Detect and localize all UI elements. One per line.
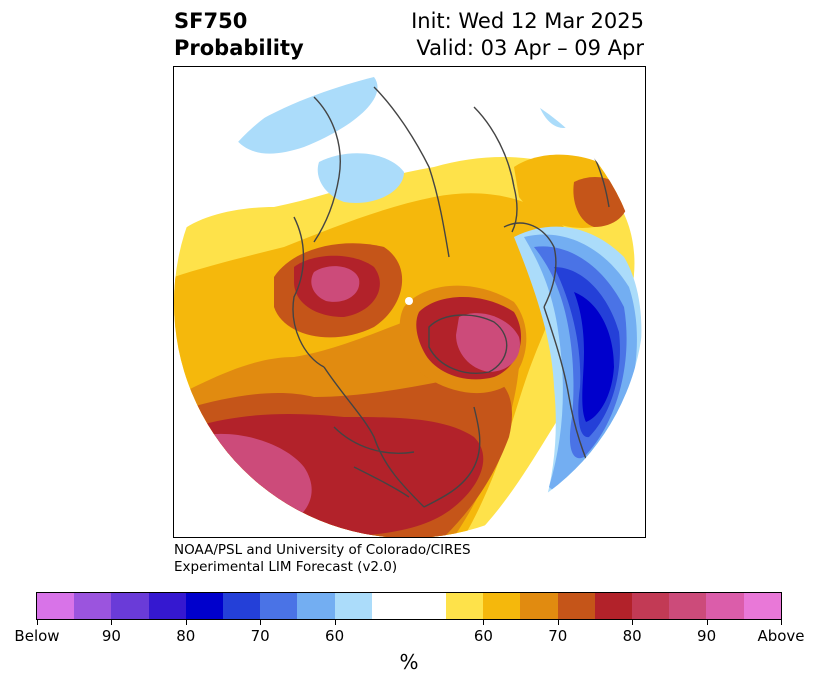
colorbar-tick-label: Above: [757, 627, 805, 645]
variable-name: SF750: [174, 9, 248, 33]
contour-pink-nw: [311, 266, 360, 302]
data-credit: NOAA/PSL and University of Colorado/CIRE…: [174, 542, 471, 576]
contour-lightblue-ne: [534, 87, 570, 128]
colorbar-tick-label: 80: [622, 627, 642, 645]
colorbar-segment: [669, 593, 707, 619]
colorbar-segment: [483, 593, 521, 619]
credit-line-2: Experimental LIM Forecast (v2.0): [174, 559, 398, 575]
colorbar-tick-label: Below: [14, 627, 60, 645]
colorbar-tick: [632, 619, 634, 625]
coastlines: [292, 86, 610, 508]
variable-subtitle: Probability: [174, 36, 304, 60]
colorbar-segment: [74, 593, 112, 619]
colorbar-tick-label: 60: [473, 627, 493, 645]
colorbar-segment: [743, 593, 781, 619]
colorbar-tick-label: 60: [325, 627, 345, 645]
contour-deepblue-e: [574, 292, 614, 422]
map-title-right: Init: Wed 12 Mar 2025 Valid: 03 Apr – 09…: [411, 8, 644, 62]
colorbar-tick: [781, 619, 782, 625]
colorbar-tick: [557, 619, 559, 625]
colorbar-tick: [37, 619, 38, 625]
colorbar-segment: [594, 593, 632, 619]
colorbar-unit: %: [399, 650, 419, 674]
anomaly-field: [174, 77, 642, 537]
colorbar-segment: [408, 593, 447, 619]
colorbar-segment: [111, 593, 149, 619]
credit-line-1: NOAA/PSL and University of Colorado/CIRE…: [174, 542, 471, 558]
colorbar-tick: [260, 619, 262, 625]
valid-period: Valid: 03 Apr – 09 Apr: [416, 36, 644, 60]
polar-map: [174, 77, 642, 537]
colorbar-segment: [706, 593, 744, 619]
colorbar-segment: [557, 593, 595, 619]
colorbar-segment: [260, 593, 298, 619]
map-title-left: SF750 Probability: [174, 8, 304, 62]
probability-colorbar: [36, 592, 782, 620]
contour-lightblue-nw: [234, 77, 378, 154]
init-date: Init: Wed 12 Mar 2025: [411, 9, 644, 33]
colorbar-segment: [334, 593, 372, 619]
map-panel: [173, 66, 646, 538]
colorbar-segment: [371, 593, 409, 619]
colorbar-tick-label: 70: [250, 627, 270, 645]
colorbar-segment: [185, 593, 223, 619]
colorbar-tick-label: 70: [548, 627, 568, 645]
colorbar-tick: [483, 619, 485, 625]
colorbar-tick: [706, 619, 708, 625]
colorbar-tick: [185, 619, 187, 625]
colorbar-segment: [520, 593, 558, 619]
colorbar-segment: [446, 593, 484, 619]
contour-lightblue-n: [317, 153, 404, 203]
colorbar-tick-label: 90: [697, 627, 717, 645]
colorbar-tick: [111, 619, 113, 625]
colorbar-tick-label: 90: [101, 627, 121, 645]
colorbar-tick-label: 80: [176, 627, 196, 645]
colorbar-segment: [222, 593, 261, 619]
colorbar-segment: [297, 593, 335, 619]
colorbar-segment: [148, 593, 186, 619]
colorbar-segment: [37, 593, 75, 619]
colorbar-segment: [632, 593, 670, 619]
north-pole-marker: [405, 297, 413, 305]
colorbar-tick: [334, 619, 336, 625]
